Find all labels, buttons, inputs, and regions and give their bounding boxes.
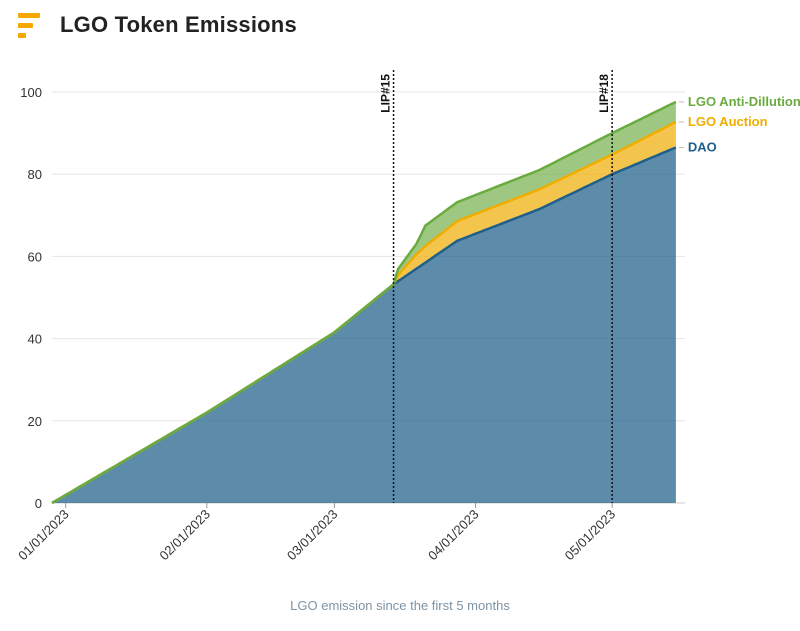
series-label: DAO — [688, 139, 717, 154]
area-dao — [52, 147, 676, 503]
y-tick-label: 20 — [28, 414, 42, 429]
annotation-label: LIP#18 — [597, 74, 611, 113]
x-tick-label: 03/01/2023 — [284, 507, 341, 564]
x-tick-label: 02/01/2023 — [156, 507, 213, 564]
y-tick-label: 100 — [20, 85, 42, 100]
y-tick-label: 0 — [35, 496, 42, 511]
page-title: LGO Token Emissions — [60, 12, 297, 37]
area-lgo-auction — [52, 122, 676, 503]
y-tick-label: 60 — [28, 249, 42, 264]
series-line-lgo-anti-dillution — [51, 100, 677, 505]
area-lgo-anti-dillution — [52, 101, 676, 504]
series-label: LGO Auction — [688, 114, 768, 129]
stacked-bars-logo-icon — [18, 11, 44, 39]
x-tick-label: 01/01/2023 — [15, 507, 72, 564]
series-label: LGO Anti-Dillution — [688, 94, 800, 109]
x-tick-label: 04/01/2023 — [425, 507, 482, 564]
x-tick-label: 05/01/2023 — [562, 507, 619, 564]
header: LGO Token Emissions — [18, 8, 297, 42]
y-tick-label: 80 — [28, 167, 42, 182]
chart-caption: LGO emission since the first 5 months — [290, 598, 510, 613]
annotation-label: LIP#15 — [379, 74, 393, 113]
y-tick-label: 40 — [28, 332, 42, 347]
